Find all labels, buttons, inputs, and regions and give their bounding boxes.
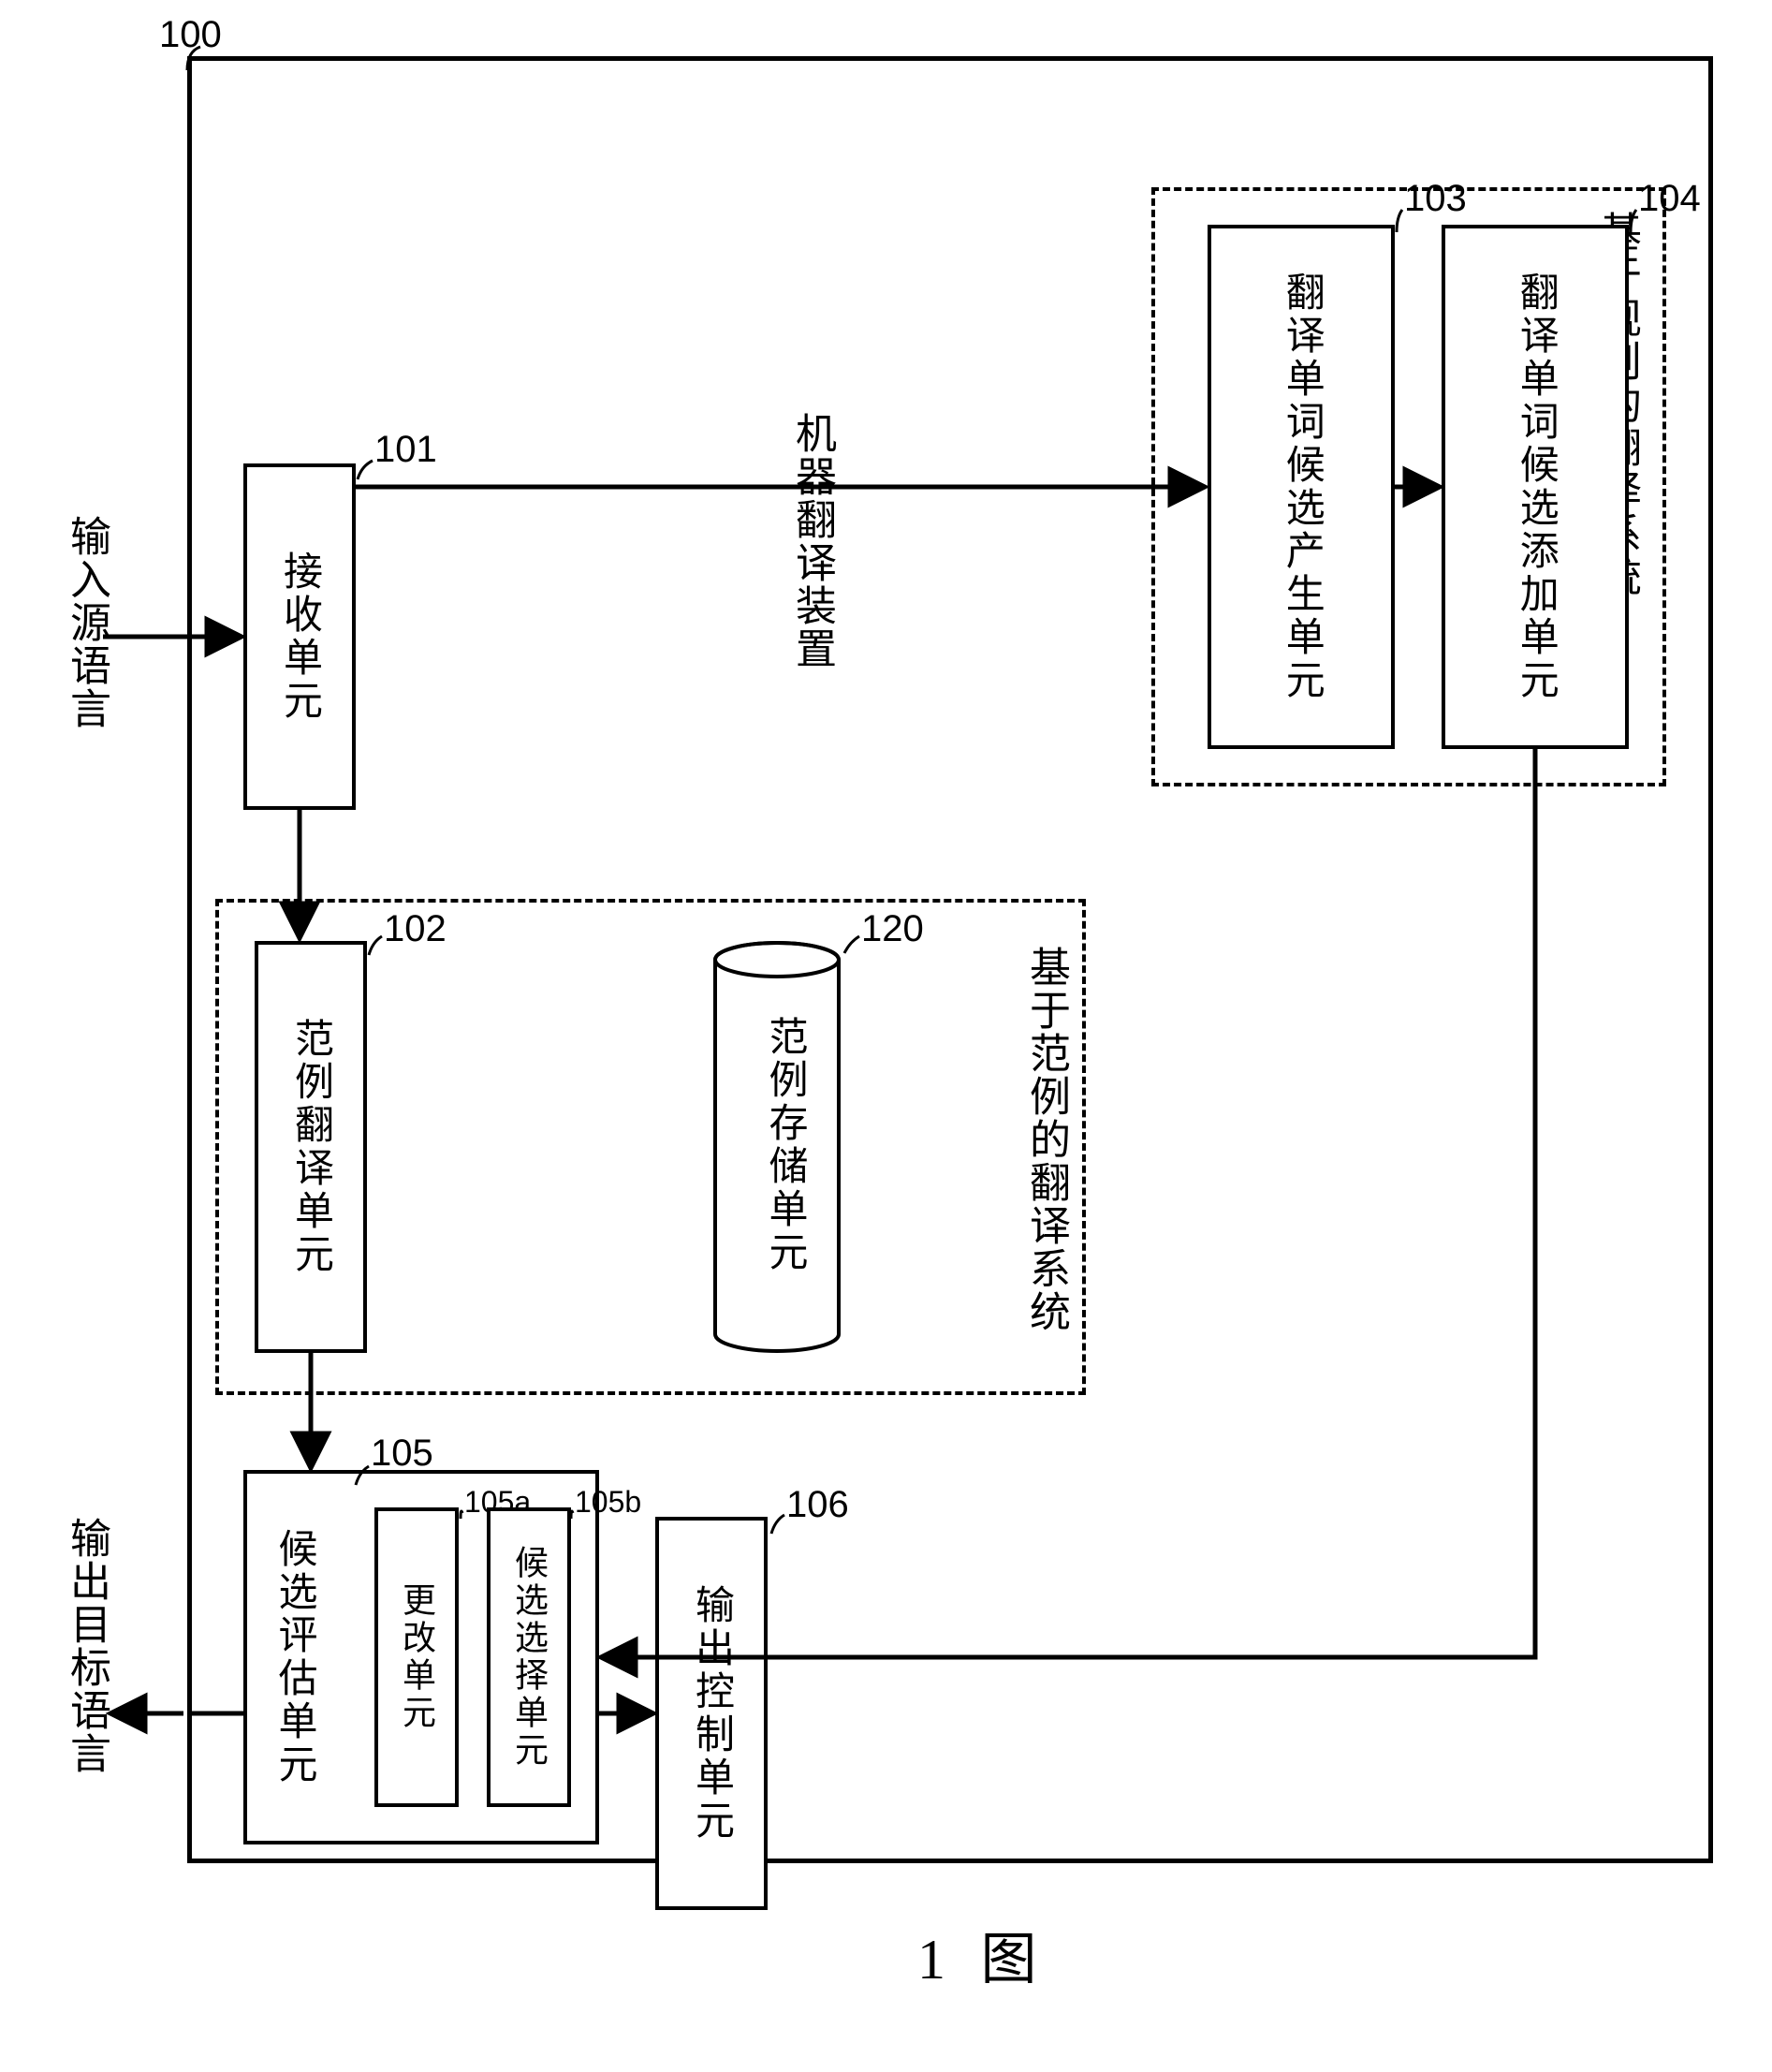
block-104-label: 翻译单词候选添加单元: [1510, 272, 1561, 702]
ref-105: 105: [371, 1433, 433, 1475]
ref-102: 102: [384, 908, 447, 950]
block-105b-label: 候选选择单元: [505, 1545, 553, 1770]
input-label: 输入源语言: [56, 515, 116, 730]
block-105a: 更改单元: [374, 1507, 459, 1807]
example-based-label: 基于范例的翻译系统: [1016, 946, 1076, 1333]
block-106-label: 输出控制单元: [683, 1584, 740, 1843]
block-103: 翻译单词候选产生单元: [1208, 225, 1395, 749]
figure-label: 图 1: [899, 1929, 1045, 2072]
output-label: 输出目标语言: [56, 1517, 116, 1775]
ref-100: 100: [159, 14, 222, 56]
ref-103: 103: [1404, 178, 1467, 220]
cylinder-120-label: 范例存储单元: [756, 1016, 813, 1274]
ref-120: 120: [861, 908, 924, 950]
block-106: 输出控制单元: [655, 1517, 768, 1910]
diagram-canvas: 100 机器翻译装置 输入源语言 输出目标语言 接收单元 101 基于范例的翻译…: [0, 0, 1772, 2072]
block-105b: 候选选择单元: [487, 1507, 571, 1807]
block-101-label: 接收单元: [271, 551, 329, 723]
ref-104: 104: [1638, 178, 1701, 220]
block-104: 翻译单词候选添加单元: [1442, 225, 1629, 749]
block-105-label: 候选评估单元: [266, 1528, 323, 1786]
ref-105b: 105b: [575, 1485, 641, 1520]
ref-101: 101: [374, 429, 437, 471]
block-103-label: 翻译单词候选产生单元: [1276, 272, 1327, 702]
outer-title: 机器翻译装置: [782, 412, 842, 670]
block-102: 范例翻译单元: [255, 941, 367, 1353]
block-101: 接收单元: [243, 463, 356, 810]
cylinder-120: 范例存储单元: [711, 941, 842, 1353]
block-105a-label: 更改单元: [392, 1582, 441, 1732]
block-102-label: 范例翻译单元: [283, 1018, 340, 1276]
ref-106: 106: [786, 1484, 849, 1526]
